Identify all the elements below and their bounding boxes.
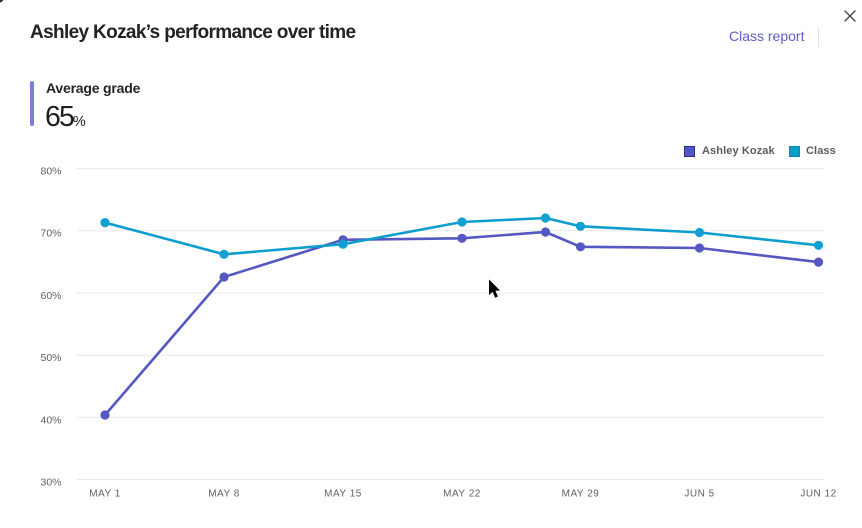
- svg-text:MAY 15: MAY 15: [324, 489, 362, 500]
- svg-text:JUN 12: JUN 12: [800, 489, 836, 500]
- svg-text:80%: 80%: [40, 166, 61, 178]
- svg-text:70%: 70%: [40, 228, 61, 240]
- svg-text:50%: 50%: [40, 352, 61, 364]
- svg-text:MAY 1: MAY 1: [89, 489, 121, 500]
- svg-text:MAY 8: MAY 8: [208, 489, 240, 500]
- svg-text:30%: 30%: [40, 477, 61, 489]
- svg-text:MAY 22: MAY 22: [443, 489, 481, 500]
- svg-text:MAY 29: MAY 29: [562, 489, 600, 500]
- svg-text:JUN 5: JUN 5: [684, 489, 714, 500]
- svg-text:60%: 60%: [40, 290, 61, 302]
- svg-text:40%: 40%: [40, 414, 61, 426]
